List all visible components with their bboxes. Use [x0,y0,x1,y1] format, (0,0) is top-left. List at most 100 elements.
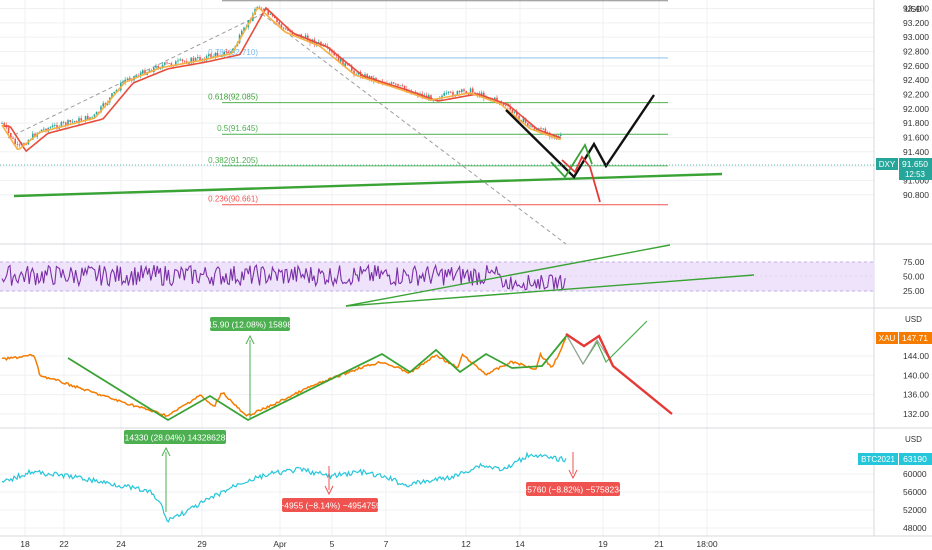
dxy-candle-body [216,53,219,57]
rsi-trend-lower[interactable] [345,274,755,307]
dxy-candle-body [531,125,533,128]
dxy-candle-body [115,90,118,92]
rsi-line [1,263,566,292]
dxy-ema-fast-line [1,7,561,151]
dxy-candle-body [494,97,496,100]
price-axis-tick: 93.000 [903,32,929,42]
dxy-candle-body [205,56,208,61]
price-axis-tick: 91.400 [903,147,929,157]
dxy-candle-body [73,121,76,122]
dxy-candle-body [267,9,269,15]
dxy-candle-body [113,91,115,94]
dxy-candle-body [208,54,210,57]
dxy-candle-body [161,64,164,68]
dxy-candle-body [60,121,63,127]
xau-low-label[interactable]: 14330 (28.04%) 14328628 [124,430,226,444]
time-axis-tick: 19 [598,539,608,549]
xau-measure-label[interactable]: 15.90 (12.08%) 15898 [208,317,292,331]
dxy-candle-body [540,128,542,130]
support-trend-line[interactable] [13,172,723,198]
dxy-candle-body [80,118,82,121]
dxy-candle-body [25,144,27,146]
rsi-trend-upper[interactable] [345,244,671,307]
xau-measure-arrow-head [245,334,255,345]
dxy-candle-body [524,118,527,123]
fib-level-label: 0.382(91.205) [208,156,258,165]
dxy-candle-body [331,50,333,53]
dxy-candle-body [170,63,173,66]
xau-projection-red[interactable] [565,333,673,415]
dxy-candle-body [450,91,452,93]
dxy-candle-body [472,88,474,93]
dxy-candle-body [549,132,551,137]
dxy-candle-body [511,109,514,113]
dxy-candle-body [43,128,45,130]
dxy-candle-body [192,57,195,62]
dxy-candle-body [428,95,430,99]
projected-zigzag-green[interactable] [550,142,593,179]
price-axis-tick: 132.00 [903,409,929,419]
price-axis-tick: 92.200 [903,89,929,99]
dxy-candle-body [285,28,287,30]
dxy-candle-body [344,63,346,67]
time-axis-tick: 24 [116,539,126,549]
dxy-candle-body [227,51,230,53]
dxy-candle-body [522,118,525,123]
dxy-candle-body [199,57,201,61]
dxy-candle-body [403,85,406,90]
xau-tag-symbol: XAU [879,334,896,343]
dxy-candle-body [128,78,131,80]
fib-level-label: 0.618(92.085) [208,93,258,102]
dxy-candle-body [177,60,179,62]
btc-drop-label-2[interactable]: −5760 (−8.82%) −5758234 [522,482,624,496]
xau-zigzag-green[interactable] [67,333,569,422]
dxy-candle-body [100,106,102,113]
btc-price-tag: BTC2021 63190 [858,453,932,465]
xau-line [1,338,567,418]
dxy-candle-body [1,123,3,124]
dxy-candle-body [56,125,58,129]
btc-drop-label-1[interactable]: −4955 (−8.14%) −4954759 [279,498,381,512]
dxy-candle-body [447,91,450,93]
dxy-candle-body [333,52,335,56]
price-axis-tick: 92.600 [903,61,929,71]
btc-line [1,451,567,523]
dxy-candle-body [353,70,355,75]
price-axis[interactable]: 93.400 93.200 93.000 92.800 92.600 92.400 92.2… [903,4,929,534]
btc-drop-text-1: −4955 (−8.14%) −4954759 [279,501,381,511]
btc-tag-value: 63190 [903,454,927,464]
fibonacci-retracement[interactable]: 1(93.508)0.786(92.710)0.618(92.085)0.5(9… [208,0,668,206]
price-axis-tick: 75.00 [903,257,925,267]
dxy-candle-body [274,16,276,19]
dxy-candle-body [3,123,5,126]
dxy-candle-body [139,73,142,77]
price-axis-tick: 90.800 [903,190,929,200]
dxy-candle-body [465,91,467,94]
dxy-candle-body [12,137,14,139]
dxy-candle-body [304,35,307,38]
projected-zigzag-black[interactable] [505,94,655,179]
dxy-candle-body [291,32,294,35]
dashed-trend-line-down [261,13,567,245]
time-axis-tick: Apr [273,539,286,549]
dxy-candle-body [513,111,516,113]
price-axis-tick: 56000 [903,487,927,497]
dxy-candle-body [441,95,443,99]
dxy-candle-body [131,79,133,81]
dxy-candle-body [102,103,104,107]
dxy-candle-body [32,133,34,140]
time-axis-tick: 5 [330,539,335,549]
time-axis-tick: 18 [20,539,30,549]
projected-zigzag-red[interactable] [561,155,601,203]
price-axis-tick: 25.00 [903,286,925,296]
dxy-candle-body [278,22,280,25]
dxy-candle-body [337,55,340,62]
dxy-candle-body [538,128,540,130]
time-axis-tick: 22 [59,539,69,549]
time-axis[interactable]: 18 22 24 29 Apr 5 7 12 14 19 21 18:00 [20,539,718,549]
btc-drop-text-2: −5760 (−8.82%) −5758234 [522,485,624,495]
dxy-candle-body [95,111,98,115]
dxy-candle-body [318,41,320,43]
dxy-candle-body [307,35,309,41]
